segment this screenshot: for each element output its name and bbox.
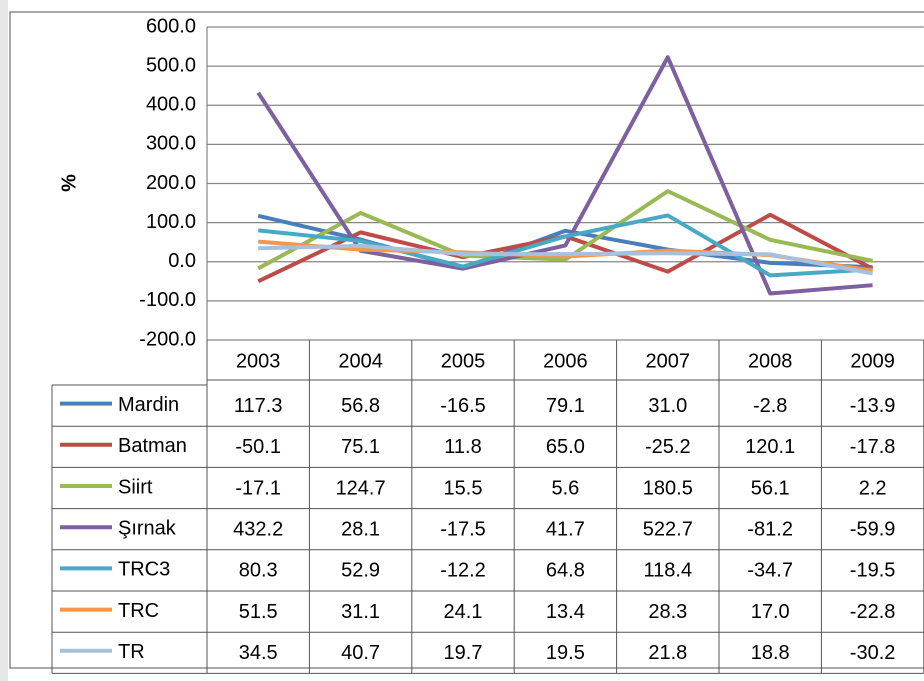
legend-label: Siirt — [118, 476, 153, 498]
table-value: 52.9 — [341, 560, 380, 582]
table-value: 41.7 — [546, 518, 585, 540]
table-value: 51.5 — [239, 601, 278, 623]
legend-label: TRC3 — [118, 559, 170, 581]
table-value: 118.4 — [644, 560, 693, 582]
x-tick-label: 2009 — [850, 350, 895, 372]
series-line — [258, 243, 873, 276]
table-value: -50.1 — [235, 436, 281, 458]
table-value: 120.1 — [745, 436, 795, 458]
table-value: -12.2 — [440, 560, 486, 582]
table-value: -34.7 — [747, 560, 793, 582]
table-value: 432.2 — [233, 518, 283, 540]
table-value: 13.4 — [546, 601, 585, 623]
series-line — [257, 189, 874, 271]
table-value: 56.8 — [341, 395, 380, 417]
x-tick-label: 2003 — [236, 350, 281, 372]
y-tick-label: 500.0 — [146, 54, 196, 76]
table-value: 80.3 — [239, 560, 278, 582]
y-tick-label: 100.0 — [146, 211, 196, 233]
side-strip — [0, 0, 8, 681]
x-tick-label: 2008 — [748, 350, 793, 372]
table-value: -13.9 — [850, 395, 896, 417]
table-value: -25.2 — [645, 436, 691, 458]
legend-label: TR — [118, 641, 145, 663]
table-value: -59.9 — [850, 518, 896, 540]
table-value: 19.5 — [546, 642, 585, 664]
table-value: 180.5 — [643, 477, 693, 499]
y-tick-label: 400.0 — [146, 94, 196, 116]
series-line — [257, 213, 873, 278]
table-value: 56.1 — [751, 477, 790, 499]
y-tick-label: 0.0 — [168, 250, 196, 272]
table-value: -16.5 — [440, 395, 486, 417]
table-value: 34.5 — [239, 642, 278, 664]
legend-label: TRC — [118, 600, 159, 622]
table-value: -22.8 — [850, 601, 896, 623]
table-value: 75.1 — [341, 436, 380, 458]
table-value: 21.8 — [648, 642, 687, 664]
legend-label: Mardin — [118, 394, 179, 416]
y-tick-label: 200.0 — [146, 172, 196, 194]
table-value: 28.3 — [648, 601, 687, 623]
x-tick-label: 2004 — [338, 350, 383, 372]
legend-label: Şırnak — [118, 517, 177, 539]
table-value: 15.5 — [444, 477, 483, 499]
table-value: -30.2 — [850, 642, 896, 664]
table-value: 18.8 — [751, 642, 790, 664]
y-axis-label: % — [58, 174, 80, 192]
table-value: 5.6 — [551, 477, 579, 499]
table-value: 28.1 — [341, 518, 380, 540]
table-value: 79.1 — [546, 395, 585, 417]
table-value: 24.1 — [444, 601, 483, 623]
x-tick-label: 2006 — [543, 350, 588, 372]
y-tick-label: -200.0 — [139, 328, 196, 350]
table-value: 65.0 — [546, 436, 585, 458]
table-value: 19.7 — [444, 642, 483, 664]
table-value: 117.3 — [234, 395, 283, 417]
table-value: -2.8 — [753, 395, 787, 417]
table-value: 11.8 — [444, 436, 481, 458]
y-tick-label: 600.0 — [146, 15, 196, 37]
x-tick-label: 2007 — [646, 350, 691, 372]
table-value: 31.1 — [341, 601, 380, 623]
table-value: 17.0 — [751, 601, 790, 623]
x-tick-label: 2005 — [441, 350, 486, 372]
y-tick-label: -100.0 — [139, 289, 196, 311]
table-value: -17.8 — [850, 436, 896, 458]
table-value: 124.7 — [336, 477, 386, 499]
table-value: -17.5 — [440, 518, 486, 540]
legend-label: Batman — [118, 435, 187, 457]
table-value: 31.0 — [648, 395, 687, 417]
table-value: -19.5 — [850, 560, 896, 582]
y-tick-label: 300.0 — [146, 133, 196, 155]
table-value: 40.7 — [341, 642, 380, 664]
table-value: 2.2 — [859, 477, 887, 499]
table-value: -81.2 — [747, 518, 793, 540]
table-value: 64.8 — [546, 560, 585, 582]
table-value: -17.1 — [235, 477, 281, 499]
table-value: 522.7 — [643, 518, 693, 540]
